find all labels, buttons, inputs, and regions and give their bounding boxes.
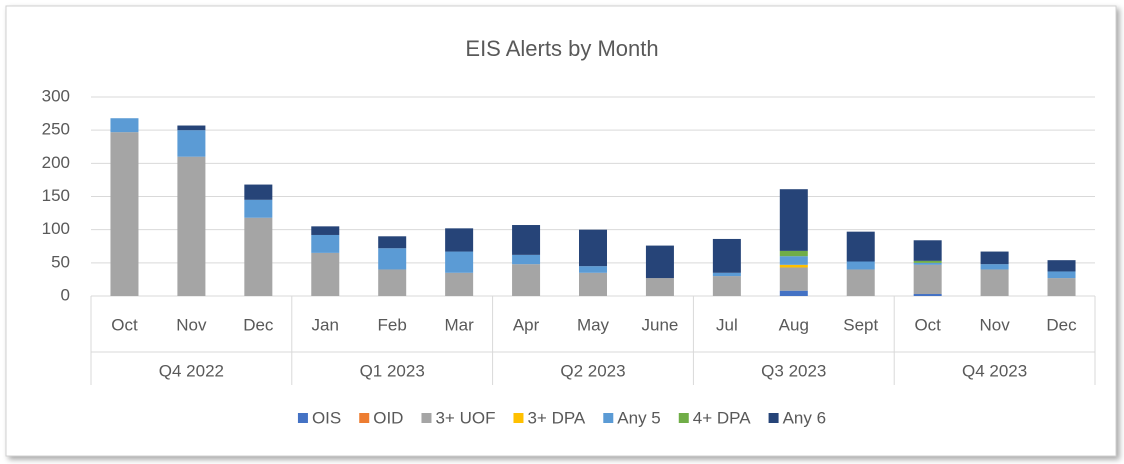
bar-segment [244, 199, 273, 218]
bar-segment [645, 245, 674, 279]
legend-swatch [421, 413, 432, 423]
x-tick-label: Jul [716, 315, 738, 334]
x-tick-label: Jan [312, 315, 339, 334]
x-tick-label: Sept [843, 315, 878, 334]
bar-segment [378, 248, 407, 270]
bar-segment [712, 272, 741, 277]
legend-swatch [603, 413, 614, 423]
x-tick-label: Oct [914, 315, 941, 334]
bar-segment [712, 238, 741, 273]
x-tick-label: Apr [513, 315, 540, 334]
bar-segment [1047, 260, 1076, 272]
bar-segment [779, 290, 808, 296]
bar-segment [846, 261, 875, 270]
bar-segment [579, 272, 607, 296]
bar-segment [913, 240, 942, 261]
group-label: Q4 2022 [159, 361, 224, 380]
bar-segment [913, 294, 942, 296]
bar-segment [779, 250, 808, 257]
bar-segment [110, 118, 139, 133]
bar-segment [110, 132, 139, 296]
bar-segment [980, 264, 1009, 270]
x-tick-label: Feb [378, 315, 407, 334]
x-tick-label: Dec [243, 315, 274, 334]
bar-segment [378, 269, 407, 296]
chart-title: EIS Alerts by Month [465, 36, 658, 61]
bar-segment [779, 267, 808, 291]
bar-segment [244, 217, 273, 296]
bar-segment [311, 226, 340, 235]
y-tick-label: 150 [42, 186, 70, 205]
y-tick-label: 300 [42, 86, 70, 105]
y-tick-label: 0 [61, 285, 70, 304]
legend-label: OIS [312, 408, 341, 427]
legend-swatch [768, 413, 779, 423]
group-label: Q1 2023 [360, 361, 425, 380]
bar-segment [311, 234, 340, 253]
bar-segment [445, 251, 474, 273]
legend-label: Any 5 [617, 408, 660, 427]
x-tick-label: Nov [176, 315, 207, 334]
bar-segment [244, 184, 273, 200]
legend-label: 3+ UOF [435, 408, 495, 427]
bar-segment [846, 269, 875, 296]
legend-swatch [678, 413, 689, 423]
x-tick-label: Dec [1046, 315, 1077, 334]
bar-segment [1047, 271, 1076, 279]
bar-segment [177, 125, 206, 131]
bar-segment [980, 269, 1009, 296]
bar-segment [913, 262, 942, 265]
y-tick-label: 50 [51, 252, 70, 271]
bar-segment [913, 260, 942, 263]
x-tick-label: June [641, 315, 678, 334]
bar-segment [579, 229, 607, 267]
y-tick-label: 100 [42, 219, 70, 238]
chart-frame [5, 5, 1117, 457]
group-label: Q4 2023 [962, 361, 1027, 380]
bar-segment [913, 264, 942, 295]
legend-label: 4+ DPA [693, 408, 751, 427]
legend-label: OID [373, 408, 403, 427]
bar-segment [177, 130, 206, 157]
bar-segment [779, 256, 808, 265]
y-tick-label: 250 [42, 120, 70, 139]
bar-segment [512, 264, 541, 296]
x-tick-label: Mar [444, 315, 474, 334]
bar-segment [512, 225, 541, 255]
bar-segment [645, 278, 674, 296]
bar-segment [779, 189, 808, 251]
x-tick-label: Oct [111, 315, 138, 334]
bar-segment [512, 254, 541, 265]
legend-label: Any 6 [783, 408, 826, 427]
x-tick-label: Nov [979, 315, 1010, 334]
bar-segment [779, 264, 808, 268]
x-tick-label: May [577, 315, 610, 334]
legend-swatch [513, 413, 524, 423]
bar-segment [712, 276, 741, 296]
legend-swatch [297, 413, 308, 423]
bar-segment [445, 272, 474, 296]
bar-segment [378, 236, 407, 249]
bar-segment [579, 266, 607, 273]
y-tick-label: 200 [42, 153, 70, 172]
bar-segment [846, 231, 875, 262]
bar-segment [1047, 278, 1076, 296]
bar-segment [445, 228, 474, 252]
legend-swatch [359, 413, 370, 423]
bar-segment [980, 251, 1009, 265]
group-label: Q2 2023 [560, 361, 625, 380]
bar-segment [311, 252, 340, 296]
x-tick-label: Aug [779, 315, 809, 334]
bar-segment [177, 156, 206, 296]
group-label: Q3 2023 [761, 361, 826, 380]
legend-label: 3+ DPA [527, 408, 585, 427]
